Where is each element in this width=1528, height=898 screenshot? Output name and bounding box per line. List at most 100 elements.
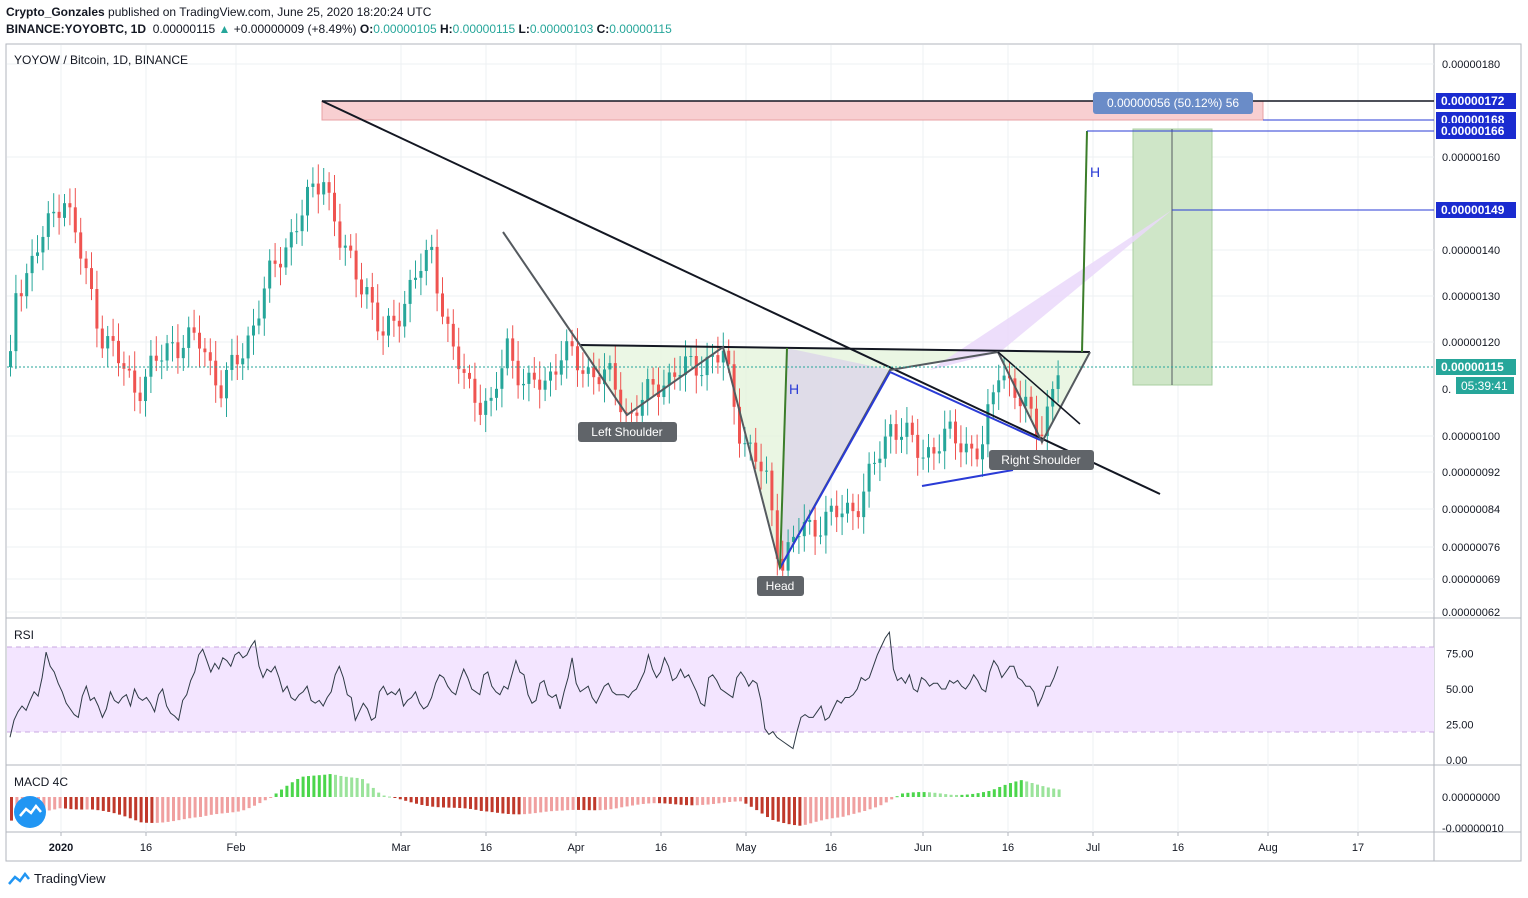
candle: [435, 229, 439, 312]
time-tick-label: 16: [1172, 842, 1184, 854]
candle: [9, 334, 12, 377]
candle: [662, 369, 666, 405]
candle: [25, 263, 29, 309]
macd-histogram: [10, 774, 1061, 826]
macd-bar: [857, 797, 861, 813]
candle: [738, 388, 741, 458]
macd-bar: [1046, 787, 1050, 797]
candle: [381, 316, 385, 355]
macd-bar: [987, 790, 991, 797]
candle: [257, 300, 261, 335]
candle: [138, 376, 142, 414]
macd-bar: [442, 797, 445, 808]
candle: [684, 340, 687, 392]
price-tick-label: 0.00000140: [1442, 245, 1500, 257]
macd-bar: [80, 797, 84, 810]
macd-bar: [1030, 783, 1034, 797]
candle: [846, 488, 849, 523]
macd-bar: [388, 796, 391, 798]
candle: [511, 325, 515, 379]
target-height-line: [1081, 130, 1088, 353]
candle: [1051, 381, 1055, 422]
macd-bar: [593, 797, 597, 811]
macd-bar: [955, 794, 958, 797]
candle: [203, 337, 207, 367]
candle: [117, 323, 120, 377]
candle: [900, 418, 903, 453]
macd-bar: [566, 797, 570, 811]
macd-bar: [107, 797, 111, 812]
candle: [414, 260, 417, 289]
price-tag-label: 0.00000149: [1441, 203, 1505, 217]
macd-bar: [458, 797, 462, 808]
time-tick-label: Feb: [227, 842, 246, 854]
candle: [392, 299, 396, 337]
macd-bar: [1036, 784, 1039, 797]
macd-bar: [706, 797, 710, 805]
macd-bar: [944, 794, 948, 797]
candle: [343, 234, 347, 266]
macd-bar: [312, 775, 316, 797]
macd-bar: [420, 797, 424, 805]
macd-bar: [101, 797, 105, 811]
macd-bar: [10, 797, 13, 821]
candle: [856, 494, 860, 529]
candle: [30, 239, 34, 292]
macd-bar: [415, 797, 418, 804]
svg-text:Head: Head: [766, 579, 795, 593]
footer-brand[interactable]: TradingView: [8, 871, 106, 886]
candle: [408, 269, 412, 323]
macd-bar: [253, 797, 256, 806]
candle: [354, 233, 358, 298]
author-name[interactable]: Crypto_Gonzales: [6, 5, 105, 19]
macd-bar: [199, 797, 202, 817]
macd-bar: [512, 797, 516, 815]
candle: [495, 372, 498, 411]
candle: [284, 238, 288, 275]
candle: [1045, 390, 1049, 454]
rsi-tick-label: 25.00: [1446, 720, 1474, 732]
time-tick-label: May: [736, 842, 757, 854]
price-axis[interactable]: 0.00000180 0.00000160 0.00000140 0.00000130…: [1442, 59, 1500, 619]
candle: [1024, 379, 1028, 423]
macd-bar: [555, 797, 559, 811]
candle: [457, 327, 461, 384]
macd-bar: [998, 786, 1002, 797]
candle: [581, 352, 585, 388]
candle: [991, 384, 995, 419]
time-tick-label: Jun: [914, 842, 932, 854]
macd-bar: [344, 776, 348, 797]
candle: [840, 494, 844, 536]
macd-bar: [523, 797, 526, 815]
high-label: H:: [439, 22, 453, 36]
macd-bar: [328, 774, 332, 797]
candle: [878, 441, 882, 482]
macd-bar: [965, 794, 969, 797]
candle: [527, 365, 531, 402]
rsi-band: [7, 647, 1434, 732]
candle: [522, 368, 525, 400]
macd-bar: [182, 797, 186, 820]
candle: [154, 336, 158, 372]
macd-tick-label: -0.00000010: [1442, 823, 1504, 835]
macd-bar: [814, 797, 818, 822]
macd-bar: [852, 797, 856, 814]
candle: [192, 309, 196, 341]
chart-title: YOYOW / Bitcoin, 1D, BINANCE: [14, 53, 188, 67]
candle: [770, 462, 774, 527]
macd-bar: [263, 797, 267, 801]
macd-bar: [139, 797, 143, 823]
candle: [678, 356, 682, 391]
macd-bar: [425, 797, 429, 806]
macd-bar: [193, 797, 197, 818]
macd-bar: [776, 797, 780, 822]
time-tick-label: 16: [655, 842, 667, 854]
macd-bar: [247, 797, 251, 809]
candle: [970, 435, 974, 467]
macd-bar: [679, 797, 683, 805]
time-axis[interactable]: 2020 16 Feb Mar 16 Apr 16 May 16 Jun 16 Jul 16 Aug 17: [49, 832, 1364, 854]
macd-bar: [901, 793, 904, 797]
macd-bar: [236, 797, 240, 812]
macd-bar: [663, 797, 667, 804]
